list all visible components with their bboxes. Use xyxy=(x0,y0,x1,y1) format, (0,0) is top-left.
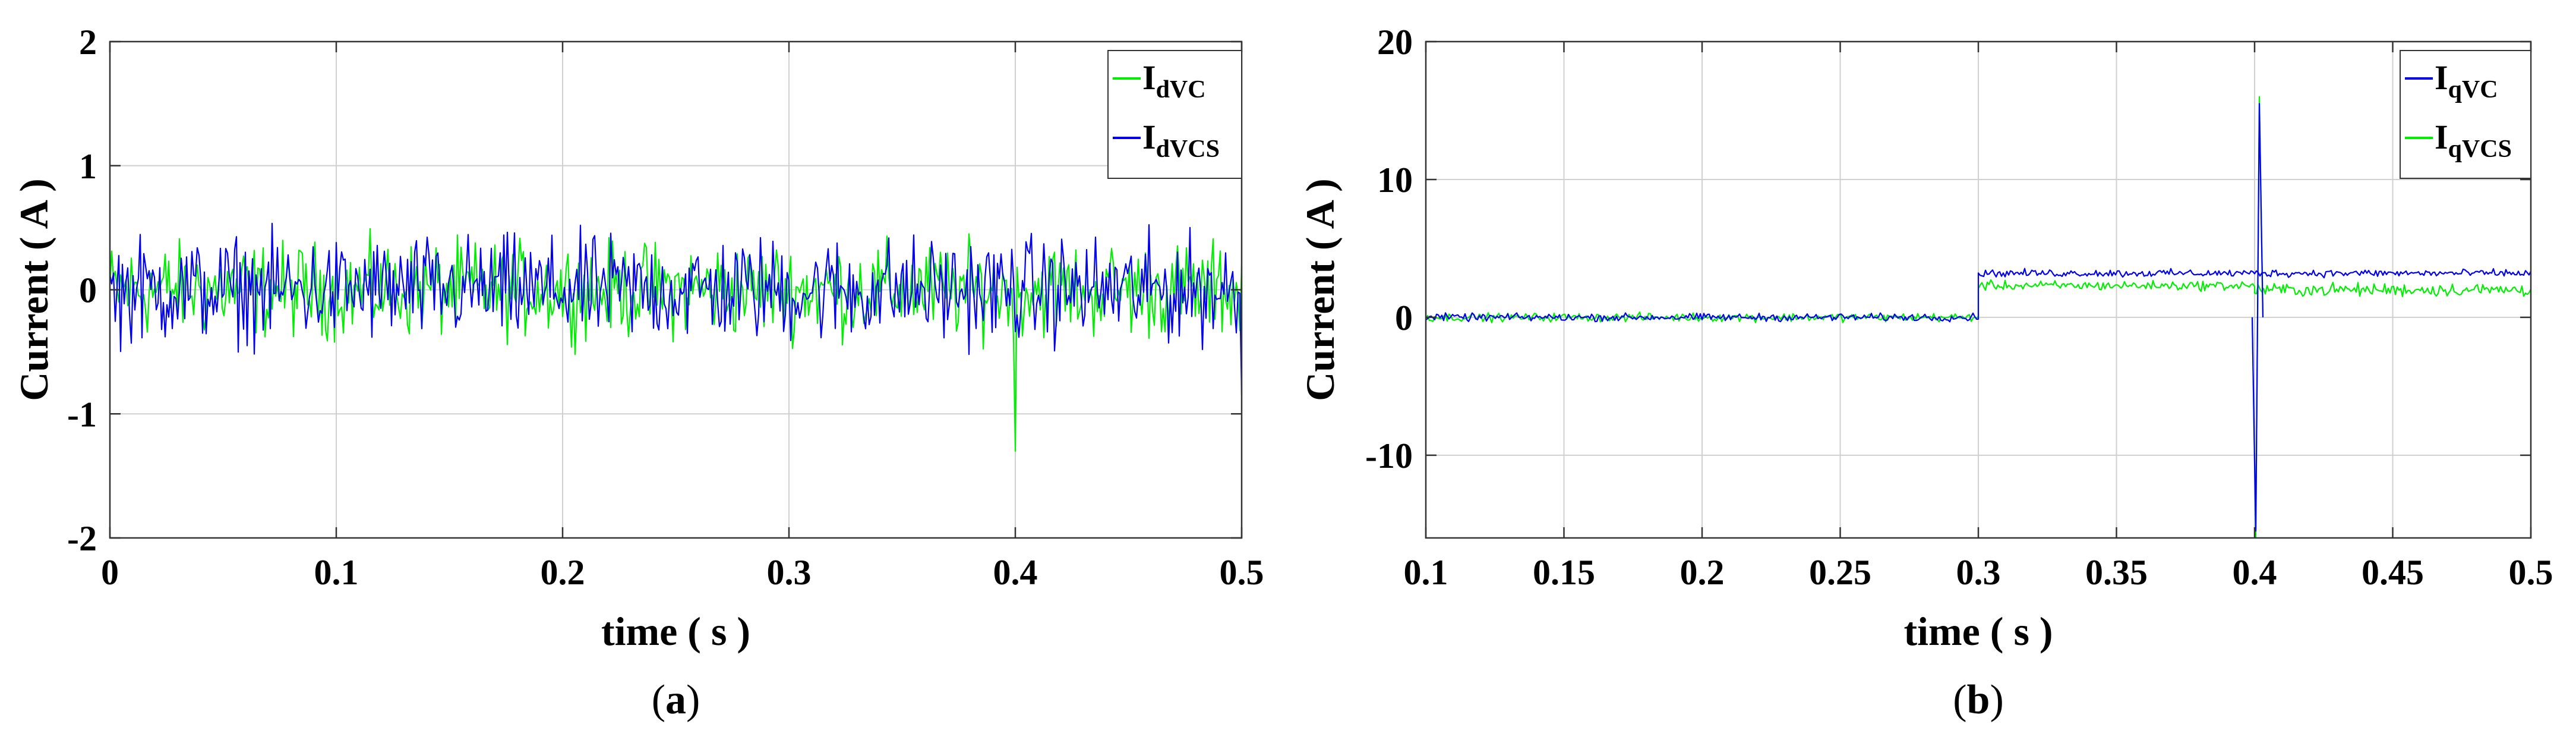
x-tick-label: 0.4 xyxy=(993,553,1038,592)
y-tick-label: -1 xyxy=(67,395,97,434)
x-tick-label: 0.25 xyxy=(1809,553,1871,592)
series-line-i-qvc xyxy=(1426,103,2531,532)
x-tick-label: 0.15 xyxy=(1533,553,1595,592)
x-tick-label: 0.2 xyxy=(541,553,585,592)
panel-a-y-tick-labels: -2 -1 0 1 2 xyxy=(67,23,97,558)
panel-a-series xyxy=(110,222,1242,452)
panel-b-ticks xyxy=(1425,40,2532,538)
x-tick-label: 0.5 xyxy=(2509,553,2553,592)
series-line-i-dvc xyxy=(110,228,1242,452)
panel-a-x-axis-label: time ( s ) xyxy=(601,609,750,654)
x-tick-label: 0 xyxy=(101,553,119,592)
panel-a-y-axis-label: Current ( A ) xyxy=(11,178,56,401)
panel-b-chart: 0.1 0.15 0.2 0.25 0.3 0.35 0.4 0.45 0.5 -10 0 10 20… xyxy=(1298,23,2553,723)
panel-b-legend: IqVC IqVCS xyxy=(2400,50,2531,179)
x-tick-label: 0.1 xyxy=(314,553,359,592)
y-tick-label: 1 xyxy=(79,147,97,186)
panel-b-y-tick-labels: -10 0 10 20 xyxy=(1365,23,1413,476)
panel-a-label-letter: a xyxy=(665,677,686,723)
panel-b-series xyxy=(1426,96,2531,538)
x-tick-label: 0.2 xyxy=(1680,553,1725,592)
y-tick-label: 10 xyxy=(1377,160,1413,200)
y-tick-label: -2 xyxy=(67,519,97,558)
x-tick-label: 0.4 xyxy=(2233,553,2277,592)
x-tick-label: 0.3 xyxy=(767,553,812,592)
legend-entry: IqVCS xyxy=(2435,118,2512,163)
x-tick-label: 0.5 xyxy=(1220,553,1264,592)
panel-a-label: (a) xyxy=(652,677,700,723)
legend-entry: IqVC xyxy=(2435,58,2498,103)
series-line-i-dvcs xyxy=(110,222,1242,395)
panel-b-x-axis-label: time ( s ) xyxy=(1903,609,2053,654)
legend-entry: IdVC xyxy=(1142,58,1206,103)
x-tick-label: 0.45 xyxy=(2362,553,2424,592)
legend-box xyxy=(1107,50,1242,179)
panel-a-chart: 0 0.1 0.2 0.3 0.4 0.5 -2 -1 0 1 2 time ( s ) Curr… xyxy=(11,23,1264,723)
y-tick-label: 20 xyxy=(1377,23,1413,62)
x-tick-label: 0.1 xyxy=(1404,553,1448,592)
panel-b-label: (b) xyxy=(1953,677,2004,723)
panel-a-x-tick-labels: 0 0.1 0.2 0.3 0.4 0.5 xyxy=(101,553,1264,592)
y-tick-label: 0 xyxy=(1395,298,1413,338)
y-tick-label: 2 xyxy=(79,23,97,62)
y-tick-label: 0 xyxy=(79,271,97,310)
x-tick-label: 0.3 xyxy=(1956,553,2001,592)
panel-b-label-letter: b xyxy=(1967,677,1990,723)
y-tick-label: -10 xyxy=(1365,436,1413,476)
legend-box xyxy=(2400,50,2531,179)
legend-entry: IdVCS xyxy=(1142,118,1220,163)
panel-b-x-tick-labels: 0.1 0.15 0.2 0.25 0.3 0.35 0.4 0.45 0.5 xyxy=(1404,553,2553,592)
x-tick-label: 0.35 xyxy=(2085,553,2148,592)
panel-a-legend: IdVC IdVCS xyxy=(1107,50,1242,179)
panel-b-y-axis-label: Current ( A ) xyxy=(1298,178,1343,401)
panel-a-ticks xyxy=(109,40,1243,539)
